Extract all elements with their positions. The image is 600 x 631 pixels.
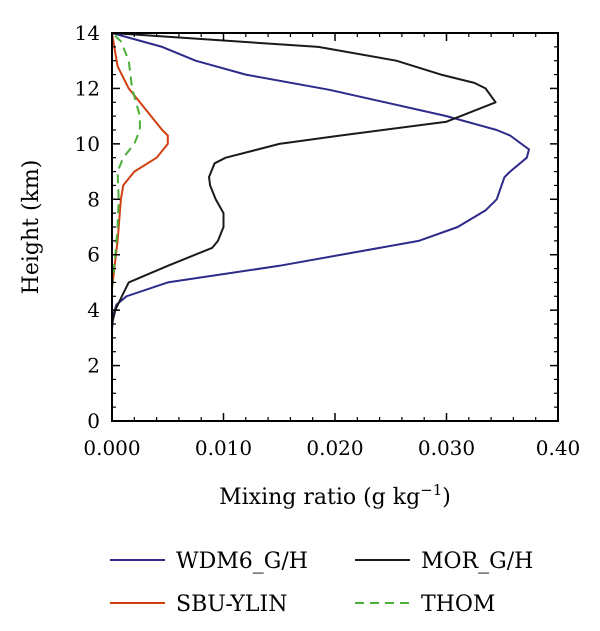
series-line-thom xyxy=(111,32,141,289)
y-tick-label: 4 xyxy=(87,298,100,322)
x-tick-label: 0.020 xyxy=(306,436,363,460)
y-tick-label: 12 xyxy=(75,76,100,100)
x-axis-label-suffix: ) xyxy=(442,485,451,510)
series-layer xyxy=(111,32,530,421)
legend-label: THOM xyxy=(421,592,495,617)
x-axis-label: Mixing ratio (g kg−1) xyxy=(219,481,451,510)
legend: WDM6_G/H MOR_G/H SBU-YLIN THOM xyxy=(110,549,533,617)
x-tick-label: 0.010 xyxy=(195,436,252,460)
legend-label: WDM6_G/H xyxy=(176,549,308,574)
y-tick-label: 14 xyxy=(75,21,100,45)
x-axis-label-text: Mixing ratio (g kg xyxy=(219,485,420,510)
ticks-layer: 0.000 0.010 0.020 0.030 0.40 0 2 4 6 8 10 12 14 xyxy=(75,21,581,460)
y-tick-label: 2 xyxy=(87,354,100,378)
y-tick-label: 0 xyxy=(87,409,100,433)
series-line-sbu-ylin xyxy=(111,32,169,289)
y-tick-label: 6 xyxy=(87,243,100,267)
x-tick-label: 0.40 xyxy=(536,436,581,460)
legend-label: SBU-YLIN xyxy=(176,592,287,617)
y-axis-label: Height (km) xyxy=(19,160,44,295)
y-tick-label: 10 xyxy=(75,132,100,156)
y-tick-label: 8 xyxy=(87,187,100,211)
x-tick-label: 0.000 xyxy=(83,436,140,460)
x-axis-label-superscript: −1 xyxy=(420,481,442,499)
series-line-mor-g-h xyxy=(111,32,497,421)
x-tick-label: 0.030 xyxy=(418,436,475,460)
legend-label: MOR_G/H xyxy=(421,549,533,574)
series-line-wdm6-g-h xyxy=(111,32,530,408)
